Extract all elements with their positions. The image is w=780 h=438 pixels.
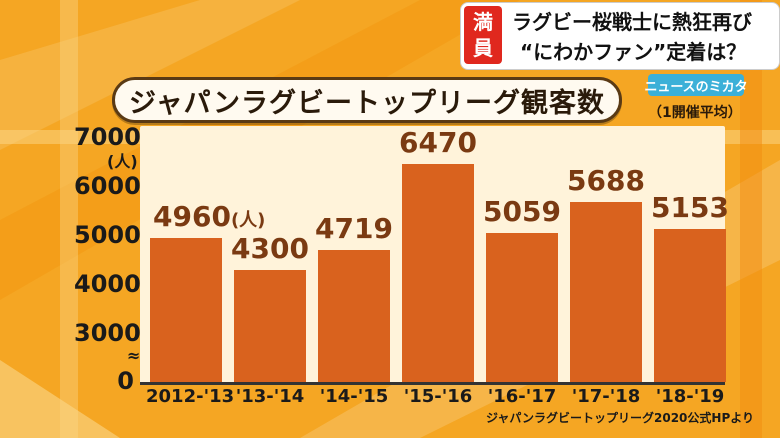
bar-value-label: 4719 xyxy=(299,212,409,245)
bar-value-unit: (人) xyxy=(230,209,266,231)
bar-'16-'17 xyxy=(486,233,558,382)
axis-break-mark: ≈ xyxy=(127,346,141,365)
y-tick-label: 0 xyxy=(117,367,134,395)
bar-value-number: 4719 xyxy=(315,211,393,245)
bar-value-number: 4300 xyxy=(231,232,309,266)
badge-char-1: 満 xyxy=(473,10,493,34)
y-tick-label: 6000 xyxy=(74,172,141,200)
y-tick-label: 7000 xyxy=(74,123,141,151)
bar-'18-'19 xyxy=(654,228,726,382)
bar-value-number: 5059 xyxy=(483,195,561,229)
x-tick-label: '13-'14 xyxy=(235,386,305,407)
bar-value-label: 6470 xyxy=(383,126,493,159)
chart-subtitle: （1開催平均） xyxy=(648,105,742,121)
bar-value-label: 4300 xyxy=(215,232,325,265)
bar-value-number: 5688 xyxy=(567,164,645,198)
source-note: ジャパンラグビートップリーグ2020公式HPより xyxy=(486,411,754,425)
bar-'17-'18 xyxy=(570,202,642,382)
headline-box xyxy=(460,2,780,70)
y-tick-label: 4000 xyxy=(74,270,141,298)
y-tick-label: 5000 xyxy=(74,221,141,249)
bar-value-label: 5059 xyxy=(467,195,577,228)
bar-value-number: 5153 xyxy=(651,190,729,224)
bar-'14-'15 xyxy=(318,249,390,382)
headline-line-2: “にわかファン”定着は？ xyxy=(520,40,747,64)
x-tick-label: '18-'19 xyxy=(655,386,725,407)
x-tick-label: '15-'16 xyxy=(403,386,473,407)
bar-value-label: 4960(人) xyxy=(153,199,266,233)
chart-title-banner: ジャパンラグビートップリーグ観客数 xyxy=(112,77,622,123)
bar-value-number: 4960 xyxy=(153,199,231,233)
bar-2012-'13 xyxy=(150,237,222,382)
chart-title: ジャパンラグビートップリーグ観客数 xyxy=(129,87,605,119)
bar-value-label: 5153 xyxy=(635,191,745,224)
x-axis-line xyxy=(140,382,725,385)
y-tick-label: 3000 xyxy=(74,319,141,347)
y-axis-unit: (人) xyxy=(107,152,138,171)
bar-'15-'16 xyxy=(402,163,474,382)
program-logo-text: ニュースのミカタ xyxy=(644,79,748,95)
program-logo: ニュースのミカタ xyxy=(644,74,748,96)
news-badge: 満 員 xyxy=(464,6,502,64)
x-tick-label: '17-'18 xyxy=(571,386,641,407)
x-tick-label: 2012-'13 xyxy=(146,386,235,407)
bar-value-label: 5688 xyxy=(551,164,661,197)
bar-'13-'14 xyxy=(234,270,306,382)
headline-line-1: ラグビー桜戦士に熱狂再び xyxy=(512,10,752,34)
x-tick-label: '16-'17 xyxy=(487,386,557,407)
x-tick-label: '14-'15 xyxy=(319,386,389,407)
bar-value-number: 6470 xyxy=(399,125,477,159)
badge-char-2: 員 xyxy=(473,36,493,60)
